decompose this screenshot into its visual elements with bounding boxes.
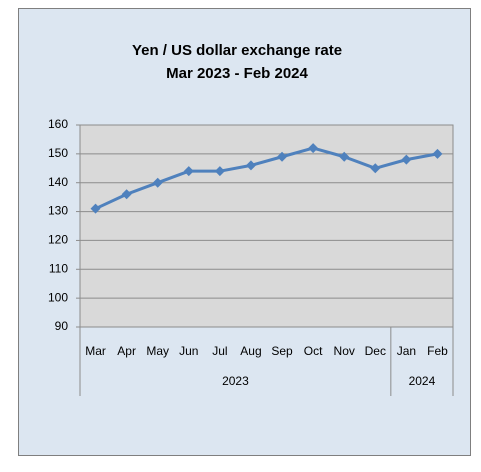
y-tick-label: 110: [49, 261, 68, 275]
y-tick-label: 90: [55, 319, 69, 333]
x-tick-label: Sep: [271, 344, 293, 358]
x-tick-label: Mar: [85, 344, 106, 358]
x-tick-label: Oct: [304, 344, 323, 358]
point: [432, 148, 443, 159]
chart-subtitle: Mar 2023 - Feb 2024: [166, 65, 308, 82]
line: [94, 146, 438, 211]
point: [183, 166, 194, 177]
point: [339, 151, 350, 162]
x-tick-label: Feb: [427, 344, 448, 358]
point: [121, 189, 132, 200]
x-tick-label: Aug: [240, 344, 261, 358]
x-tick-label: Jul: [212, 344, 227, 358]
point: [370, 163, 381, 174]
x-tick-label: Apr: [117, 344, 136, 358]
group-label: 2023: [222, 374, 249, 388]
point: [277, 151, 288, 162]
point: [90, 203, 101, 214]
point: [308, 143, 319, 154]
y-tick-label: 160: [48, 117, 68, 131]
y-tick-label: 100: [48, 290, 68, 304]
point: [214, 166, 225, 177]
x-tick-label: Jan: [397, 344, 416, 358]
x-tick-label: Dec: [365, 344, 386, 358]
y-tick-label: 130: [48, 204, 68, 218]
x-tick-label: May: [146, 344, 169, 358]
chart-title: Yen / US dollar exchange rate: [132, 42, 342, 59]
plot-area: [79, 124, 454, 328]
y-tick-label: 120: [48, 233, 68, 247]
x-tick-label: Nov: [334, 344, 355, 358]
y-tick-label: 140: [48, 175, 68, 189]
point: [245, 160, 256, 171]
point: [152, 177, 163, 188]
x-tick-label: Jun: [179, 344, 198, 358]
point: [401, 154, 412, 165]
y-tick-label: 150: [48, 146, 68, 160]
group-label: 2024: [409, 374, 436, 388]
